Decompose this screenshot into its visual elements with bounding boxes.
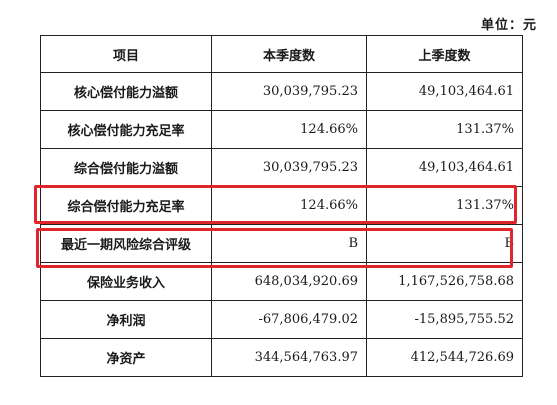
current-value: 124.66% [211,186,367,225]
row-label: 综合偿付能力溢额 [40,148,212,187]
previous-value: 131.37% [366,110,523,149]
table-row: 综合偿付能力充足率 124.66% 131.37% [40,186,523,225]
table-row: 保险业务收入 648,034,920.69 1,167,526,758.68 [40,262,523,301]
row-label: 核心偿付能力溢额 [40,72,212,111]
unit-label: 单位：元 [480,18,537,33]
current-value: 30,039,795.23 [211,72,367,111]
row-label: 综合偿付能力充足率 [40,186,212,225]
row-label: 最近一期风险综合评级 [40,224,212,263]
table-header-row: 项目 本季度数 上季度数 [40,35,523,73]
current-value: 30,039,795.23 [211,148,367,187]
current-value: -67,806,479.02 [211,300,367,339]
header-previous-quarter: 上季度数 [366,35,523,73]
table-row: 核心偿付能力充足率 124.66% 131.37% [40,110,523,149]
row-label: 核心偿付能力充足率 [40,110,212,149]
previous-value: 412,544,726.69 [366,338,523,377]
previous-value: 49,103,464.61 [366,72,523,111]
table-row: 最近一期风险综合评级 B B [40,224,523,263]
current-value: 648,034,920.69 [211,262,367,301]
previous-value: 131.37% [366,186,523,225]
current-value: B [211,224,367,263]
solvency-table: 项目 本季度数 上季度数 核心偿付能力溢额 30,039,795.23 49,1… [40,35,523,377]
current-value: 124.66% [211,110,367,149]
row-label: 保险业务收入 [40,262,212,301]
table-row: 综合偿付能力溢额 30,039,795.23 49,103,464.61 [40,148,523,187]
table-row: 净资产 344,564,763.97 412,544,726.69 [40,338,523,377]
header-item: 项目 [40,35,212,73]
header-current-quarter: 本季度数 [211,35,367,73]
table-row: 净利润 -67,806,479.02 -15,895,755.52 [40,300,523,339]
previous-value: B [366,224,523,263]
row-label: 净资产 [40,338,212,377]
previous-value: 49,103,464.61 [366,148,523,187]
previous-value: 1,167,526,758.68 [366,262,523,301]
row-label: 净利润 [40,300,212,339]
previous-value: -15,895,755.52 [366,300,523,339]
current-value: 344,564,763.97 [211,338,367,377]
table-row: 核心偿付能力溢额 30,039,795.23 49,103,464.61 [40,72,523,111]
